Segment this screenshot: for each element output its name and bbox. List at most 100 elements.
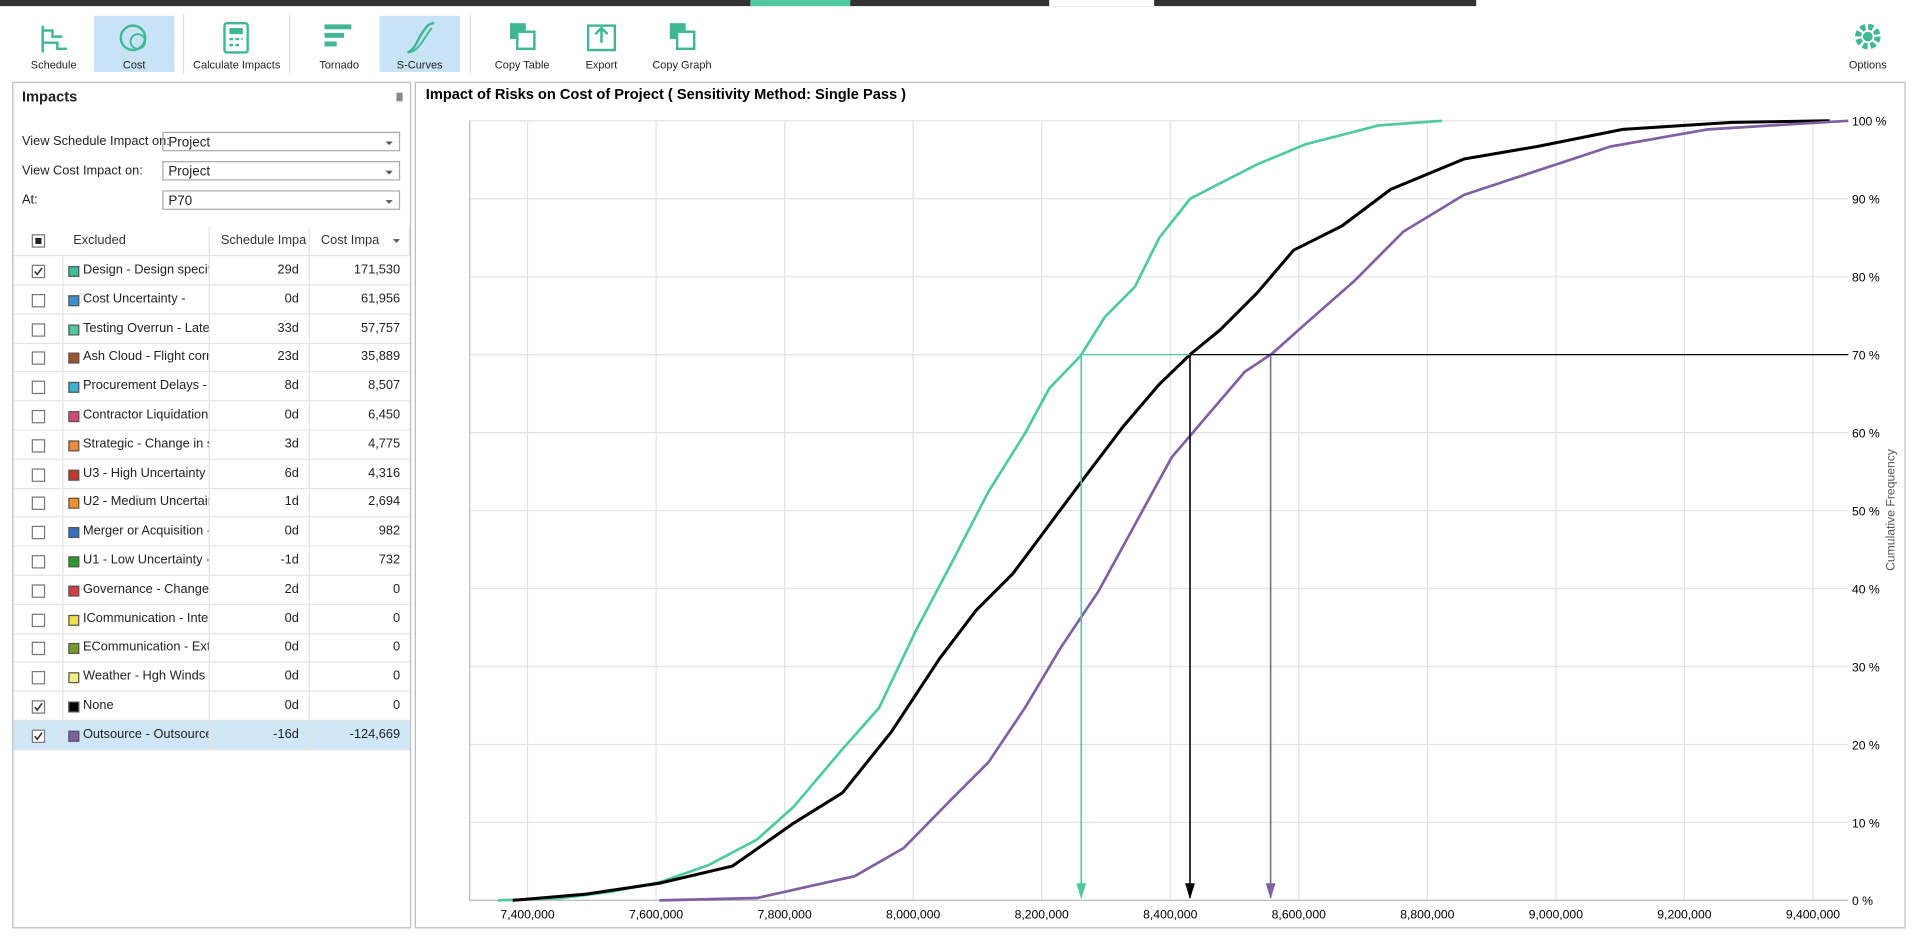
name-cell: ICommunication - Inter: [63, 604, 210, 634]
schedule-impact: 6d: [210, 459, 310, 489]
risk-name: Procurement Delays - F: [82, 378, 210, 394]
exclude-checkbox[interactable]: [31, 322, 46, 337]
schedule-impact: 0d: [210, 285, 310, 315]
name-cell: Testing Overrun - Late: [63, 314, 210, 344]
toolbar-button[interactable]: Tornado: [299, 16, 380, 72]
exclude-checkbox[interactable]: [31, 438, 46, 453]
table-row[interactable]: Testing Overrun - Late 33d 57,757: [13, 314, 410, 344]
toolbar-button[interactable]: Export: [561, 16, 642, 72]
table-row[interactable]: U3 - High Uncertainty -6d 4,316: [13, 459, 410, 489]
y-tick-label: 90 %: [1852, 193, 1880, 207]
table-row[interactable]: U1 - Low Uncertainty - -1d 732: [13, 546, 410, 576]
table-row[interactable]: Procurement Delays - F 8d 8,507: [13, 372, 410, 402]
x-tick-label: 9,200,000: [1657, 908, 1711, 922]
table-row[interactable]: None 0d 0: [13, 691, 410, 722]
table-row[interactable]: Cost Uncertainty - 0d 61,956: [13, 285, 410, 315]
button-label: Schedule: [30, 58, 77, 71]
exclude-checkbox[interactable]: [31, 380, 46, 395]
risk-name: U2 - Medium Uncertair: [82, 494, 210, 510]
exclude-checkbox[interactable]: [31, 671, 46, 685]
risk-name: Merger or Acquisition -: [82, 523, 210, 539]
toolbar-button[interactable]: Copy Table: [482, 16, 563, 72]
exclude-checkbox[interactable]: [31, 467, 46, 482]
s-curve: [497, 119, 1443, 902]
table-row[interactable]: ECommunication - Exte 0d 0: [13, 633, 410, 663]
pin-icon[interactable]: [396, 92, 403, 102]
column-header[interactable]: Schedule Impa: [210, 226, 310, 257]
exclude-checkbox[interactable]: [31, 351, 46, 366]
table-row[interactable]: Contractor Liquidation 0d 6,450: [13, 401, 410, 431]
cost-impact: 0: [393, 697, 401, 713]
exclude-checkbox[interactable]: [31, 293, 46, 308]
toolbar-button[interactable]: Options: [1828, 16, 1909, 72]
column-header[interactable]: Cost Impa: [310, 226, 410, 257]
column-header[interactable]: Excluded: [63, 226, 210, 257]
x-tick-label: 8,200,000: [1015, 908, 1069, 922]
color-swatch: [68, 730, 80, 742]
exclude-checkbox[interactable]: [31, 264, 46, 279]
y-tick-label: 10 %: [1852, 816, 1880, 830]
select-all-checkbox[interactable]: [31, 234, 46, 248]
risk-name: ECommunication - Exte: [82, 639, 210, 655]
exclude-checkbox[interactable]: [31, 729, 46, 743]
cell-border: [13, 343, 64, 373]
table-row[interactable]: Ash Cloud - Flight corri 23d 35,889: [13, 343, 410, 373]
schedule-impact: 8d: [210, 372, 310, 402]
button-icon: [119, 24, 147, 52]
exclude-checkbox[interactable]: [31, 555, 46, 569]
toolbar-button[interactable]: Schedule: [13, 16, 94, 72]
table-row[interactable]: Design - Design specifi 29d 171,530: [13, 256, 410, 286]
table-row[interactable]: Merger or Acquisition -0d 982: [13, 517, 410, 547]
toolbar-button[interactable]: Cost: [93, 15, 175, 72]
button-icon: [1855, 23, 1881, 50]
cell-border: [13, 633, 64, 663]
table-row[interactable]: Weather - Hgh Winds i 0d 0: [13, 662, 410, 692]
risk-name: Strategic - Change in st: [82, 436, 210, 452]
toolbar-button[interactable]: S-Curves: [379, 15, 460, 72]
exclude-checkbox[interactable]: [31, 613, 46, 627]
exclude-checkbox[interactable]: [31, 700, 46, 714]
button-icon: [669, 23, 696, 51]
name-cell: Merger or Acquisition -: [63, 517, 210, 547]
button-label: Calculate Impacts: [193, 58, 281, 71]
color-swatch: [68, 527, 80, 539]
name-cell: ECommunication - Exte: [63, 633, 210, 663]
table-row[interactable]: U2 - Medium Uncertair 1d 2,694: [13, 488, 410, 518]
s-curve: [512, 119, 1830, 902]
y-tick-label: 70 %: [1852, 349, 1880, 363]
color-swatch: [68, 643, 80, 655]
risk-name: Weather - Hgh Winds i: [82, 668, 210, 684]
name-cell: U1 - Low Uncertainty -: [63, 546, 210, 576]
exclude-checkbox[interactable]: [31, 642, 46, 656]
y-tick-label: 50 %: [1852, 504, 1880, 518]
risk-name: Design - Design specifi: [82, 262, 210, 277]
y-tick-label: 60 %: [1852, 426, 1880, 440]
exclude-checkbox[interactable]: [31, 584, 46, 598]
exclude-checkbox[interactable]: [31, 497, 46, 511]
exclude-checkbox[interactable]: [31, 526, 46, 540]
risk-name: Cost Uncertainty -: [82, 291, 186, 306]
x-tick-label: 9,000,000: [1529, 908, 1583, 922]
button-icon: [41, 25, 68, 53]
schedule-impact: 23d: [210, 343, 310, 373]
cell-border: [13, 314, 64, 344]
toolbar-button[interactable]: Calculate Impacts: [193, 16, 280, 72]
s-curve: [659, 119, 1849, 902]
cost-impact: 0: [393, 610, 401, 626]
table-row[interactable]: Governance - Changes 2d 0: [13, 575, 410, 605]
toolbar-button[interactable]: Copy Graph: [642, 16, 723, 72]
filter-dropdown[interactable]: Project: [162, 131, 401, 152]
table-row[interactable]: ICommunication - Inter 0d 0: [13, 604, 410, 634]
cell-border: [13, 488, 64, 518]
y-tick-label: 80 %: [1852, 271, 1880, 285]
name-cell: Procurement Delays - F: [63, 372, 210, 402]
filter-dropdown[interactable]: P70: [162, 190, 401, 210]
color-swatch: [68, 672, 80, 684]
filter-dropdown[interactable]: Project: [162, 161, 401, 181]
table-row[interactable]: Outsource - Outsource -16d -124,669: [13, 720, 410, 751]
table-row[interactable]: Strategic - Change in st 3d 4,775: [13, 430, 410, 460]
exclude-checkbox[interactable]: [31, 409, 46, 424]
